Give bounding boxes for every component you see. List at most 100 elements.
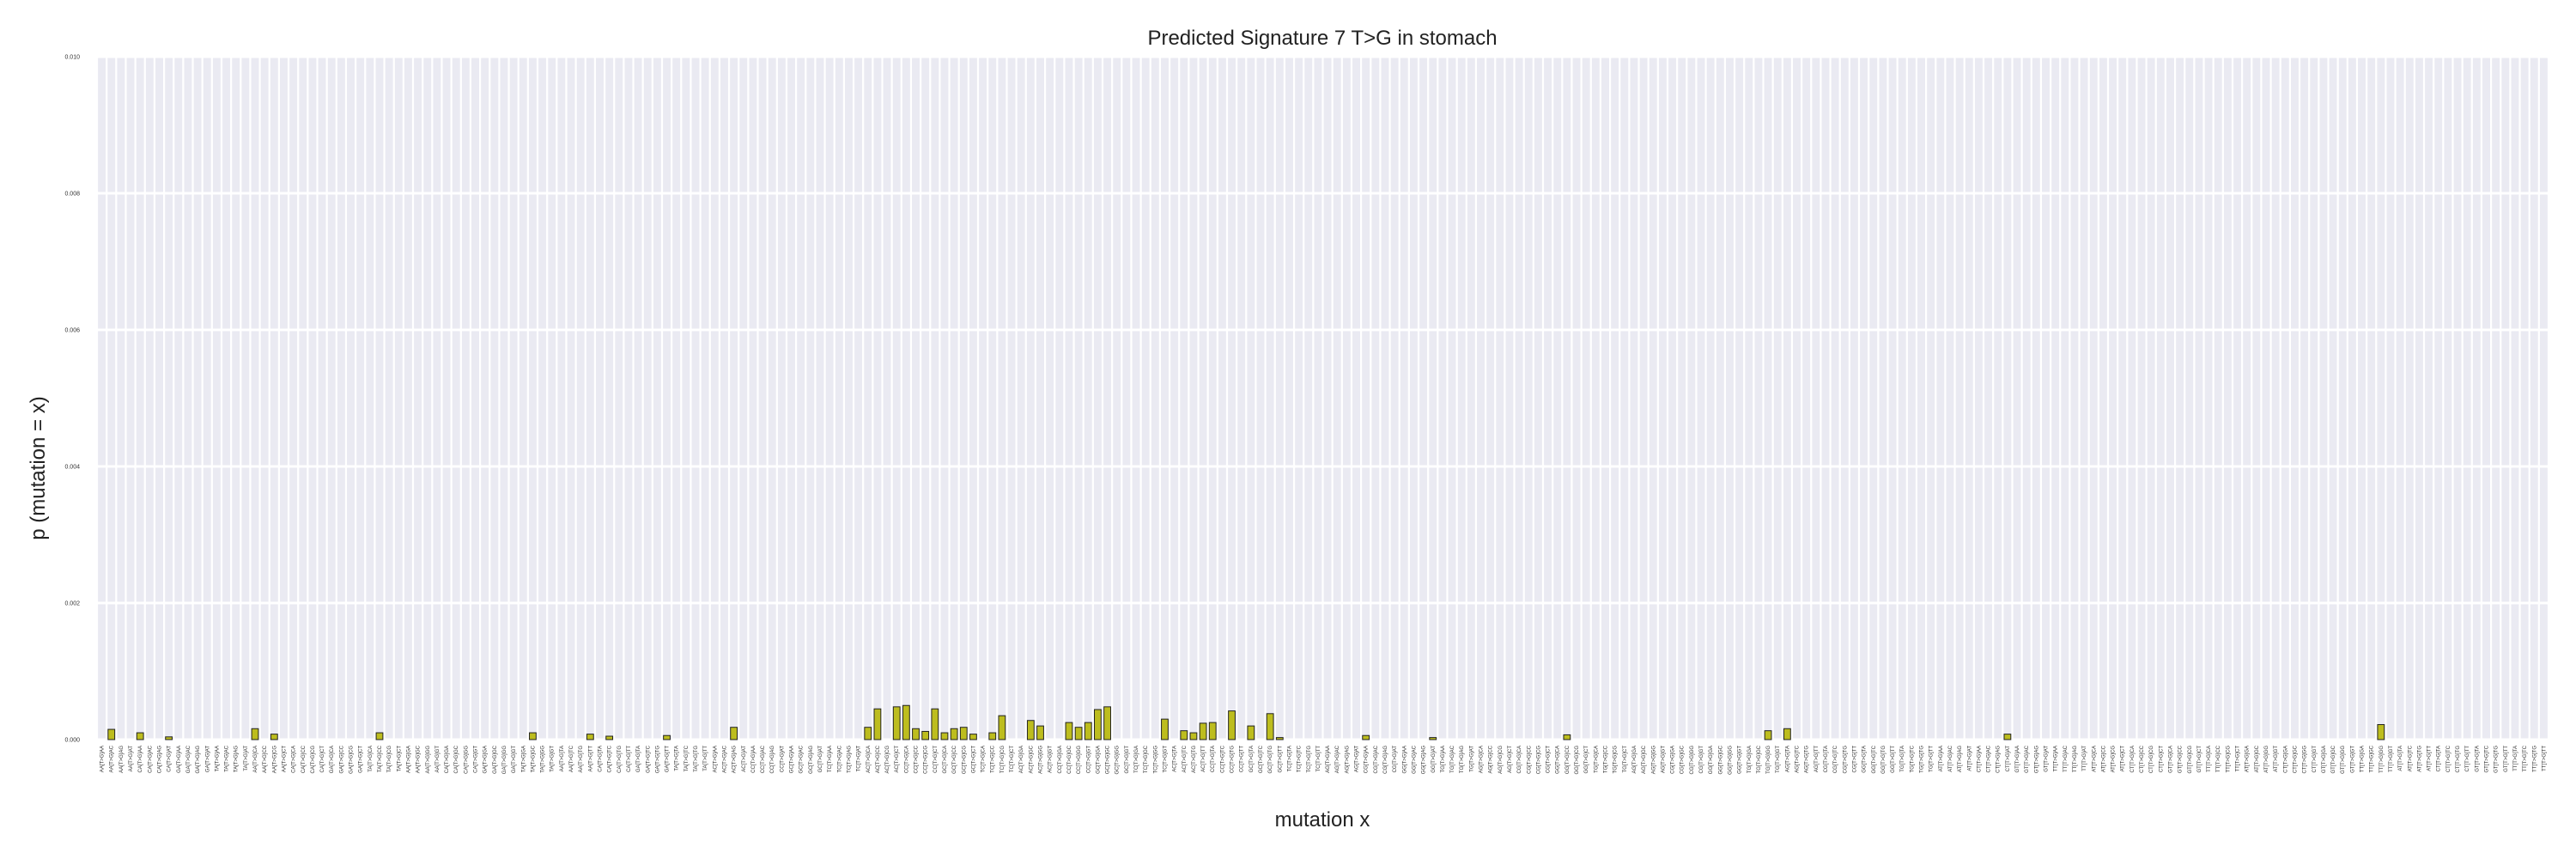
x-tick-label: CT[T>G]CC (2140, 745, 2145, 773)
x-tick-label: GA[T>G]CA (330, 746, 335, 773)
x-tick-label: AT[T>G]CT (2121, 746, 2126, 772)
x-tick-label: CA[T>G]CC (301, 745, 307, 773)
x-tick-label: CA[T>G]TT (627, 746, 632, 772)
x-tick-label: AA[T>G]AA (100, 746, 106, 772)
x-tick-label: GT[T>G]AC (2025, 745, 2030, 773)
bar (1563, 734, 1571, 740)
x-tick-label: GC[T>G]TC (1259, 745, 1264, 773)
x-tick-label: AG[T>G]CT (1508, 746, 1513, 773)
x-tick-label: TG[T>G]AC (1450, 745, 1455, 773)
x-tick-label: AT[T>G]AC (1948, 745, 1953, 771)
bar (165, 736, 173, 740)
x-tick-label: TC[T>G]AA (828, 746, 833, 772)
x-tick-label: CG[T>G]CA (1517, 746, 1522, 774)
x-tick-label: AT[T>G]AA (1939, 746, 1944, 771)
x-tick-label: CA[T>G]AA (138, 746, 143, 773)
x-tick-label: TG[T>G]TA (1900, 746, 1905, 772)
x-tick-label: TA[T>G]GA (521, 746, 526, 772)
x-tick-label: GT[T>G]TA (2475, 746, 2480, 772)
x-tick-label: TC[T>G]TC (1297, 745, 1303, 772)
x-tick-label: CA[T>G]CG (311, 746, 316, 774)
x-tick-label: AA[T>G]CT (282, 746, 287, 773)
bar (873, 708, 882, 740)
bar (2377, 724, 2385, 740)
x-tick-label: AG[T>G]GC (1642, 745, 1647, 774)
bar (1247, 725, 1255, 740)
bar (998, 715, 1006, 740)
x-tick-label: AC[T>G]CG (885, 746, 890, 774)
x-tick-label: GG[T>G]CA (1556, 746, 1561, 774)
x-tick-label: GG[T>G]GC (1718, 745, 1723, 774)
x-tick-label: CA[T>G]AC (148, 745, 153, 773)
x-tick-label: CC[T>G]GC (1067, 745, 1072, 774)
x-tick-label: AC[T>G]TC (1182, 745, 1188, 772)
x-tick-label: AA[T>G]GG (426, 746, 431, 774)
x-tick-label: GC[T>G]CT (971, 746, 976, 774)
x-tick-label: AT[T>G]AT (1967, 746, 1972, 771)
x-tick-label: AC[T>G]TA (1173, 746, 1178, 772)
x-tick-label: AC[T>G]GA (1019, 746, 1024, 773)
x-tick-label: CA[T>G]GC (454, 745, 459, 773)
x-tick-label: CC[T>G]GT (1086, 746, 1091, 774)
y-tick-label: 0.002 (64, 601, 80, 607)
x-tick-label: CG[T>G]TG (1843, 746, 1848, 774)
bar (950, 728, 958, 740)
x-tick-label: TC[T>G]AG (847, 746, 852, 773)
x-tick-label: AG[T>G]GG (1651, 746, 1656, 775)
x-tick-label: GC[T>G]CA (943, 746, 948, 774)
x-tick-label: GC[T>G]TT (1278, 746, 1283, 773)
bar (912, 728, 920, 740)
x-tick-label: CA[T>G]GT (474, 746, 479, 773)
x-tick-label: GT[T>G]CC (2178, 745, 2184, 773)
x-tick-label: AC[T>G]CC (876, 745, 881, 773)
bar (892, 706, 901, 740)
bar (1161, 718, 1169, 740)
x-tick-label: GA[T>G]TA (636, 746, 641, 772)
bar (1275, 737, 1284, 740)
x-tick-label: TT[T>G]TC (2523, 745, 2528, 771)
x-tick-label: AC[T>G]CA (866, 746, 872, 773)
x-tick-label: TA[T>G]AG (234, 746, 240, 772)
y-tick-label: 0.010 (64, 55, 80, 61)
x-tick-label: AC[T>G]GT (1048, 746, 1054, 773)
x-tick-label: GA[T>G]GA (483, 746, 489, 774)
x-tick-label: GG[T>G]TC (1872, 745, 1877, 773)
bar (902, 704, 910, 740)
x-tick-label: TT[T>G]GC (2370, 745, 2375, 772)
x-tick-label: GC[T>G]GT (1125, 746, 1130, 774)
bar (605, 735, 614, 740)
bar (988, 732, 997, 740)
x-tick-label: AA[T>G]TG (579, 746, 584, 773)
x-tick-label: CG[T>G]GA (1671, 746, 1676, 774)
x-tick-label: GG[T>G]CC (1565, 745, 1571, 774)
x-tick-label: AC[T>G]GC (1029, 745, 1034, 773)
x-tick-label: CG[T>G]CT (1546, 746, 1552, 774)
bar (663, 734, 671, 740)
x-tick-label: TA[T>G]CT (397, 746, 402, 772)
x-tick-label: GG[T>G]GG (1728, 746, 1733, 775)
x-tick-label: CT[T>G]GC (2293, 745, 2298, 773)
x-tick-label: TC[T>G]GC (1144, 745, 1149, 773)
x-tick-label: TC[T>G]CA (981, 746, 987, 773)
x-tick-label: CC[T>G]CC (914, 745, 920, 773)
x-tick-label: TA[T>G]TA (675, 746, 680, 771)
x-tick-label: AA[T>G]GA (406, 746, 411, 773)
bar (1103, 706, 1111, 740)
x-tick-label: TT[T>G]TA (2513, 746, 2518, 771)
bar (1026, 720, 1035, 740)
x-tick-label: AG[T>G]CC (1489, 745, 1494, 773)
bar (1084, 722, 1092, 740)
x-tick-label: CT[T>G]AC (1987, 745, 1992, 772)
x-tick-label: GT[T>G]GC (2331, 745, 2336, 773)
x-tick-label: GT[T>G]CA (2168, 746, 2173, 773)
x-tick-label: AG[T>G]CA (1479, 746, 1485, 773)
x-tick-label: CC[T>G]CG (924, 746, 929, 774)
bar (1266, 713, 1274, 740)
x-tick-label: GC[T>G]GG (1115, 746, 1121, 775)
x-tick-label: AC[T>G]AT (742, 746, 747, 772)
bar (931, 708, 939, 740)
x-tick-label: GT[T>G]TC (2485, 745, 2490, 772)
x-tick-label: CT[T>G]GA (2283, 746, 2288, 773)
x-tick-label: CA[T>G]GG (464, 746, 469, 774)
x-tick-label: AT[T>G]GT (2274, 746, 2279, 772)
